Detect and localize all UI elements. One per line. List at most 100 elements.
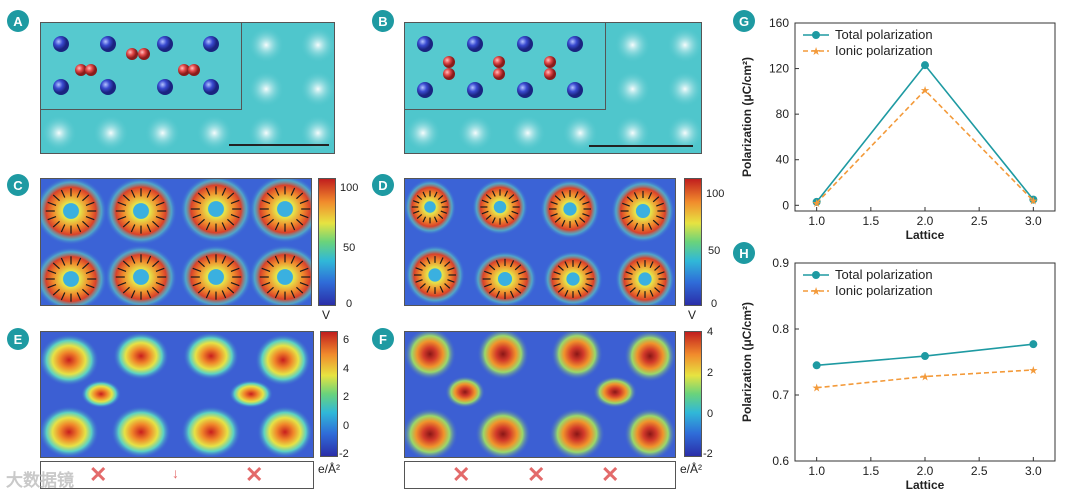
polarization-needle <box>508 214 515 220</box>
scale-bar-b <box>589 145 693 147</box>
polarization-needle <box>274 222 280 231</box>
polarization-needle <box>504 190 509 197</box>
stm-spot <box>300 27 334 63</box>
x-tick-label: 1.0 <box>808 464 825 478</box>
polarization-needle <box>485 214 492 220</box>
panel-label-f: F <box>372 328 394 350</box>
polarization-needle <box>117 282 127 287</box>
colorbar-d <box>684 178 702 306</box>
polarization-needle <box>152 286 160 294</box>
x-tick-label: 2.0 <box>917 214 934 228</box>
panel-label-b: B <box>372 10 394 32</box>
polarization-needle <box>221 255 227 264</box>
legend-marker <box>812 31 820 39</box>
polarization-needle <box>491 217 496 224</box>
legend-marker <box>812 271 820 279</box>
panel-label-h: H <box>733 242 755 264</box>
polarization-needle <box>130 290 136 299</box>
y-tick-label: 0.8 <box>772 322 789 336</box>
y-tick-label: 40 <box>776 153 790 167</box>
polarization-needle <box>47 269 57 274</box>
polarization-needle <box>518 270 526 275</box>
stm-spot <box>614 71 651 107</box>
polarization-needle <box>76 189 82 198</box>
polarization-needle <box>481 199 489 204</box>
polarization-needle <box>484 270 492 275</box>
stm-spot <box>300 115 334 151</box>
polarization-needle <box>146 290 152 299</box>
vortex-core <box>566 272 580 286</box>
polarization-needle <box>85 201 95 206</box>
polarization-needle <box>47 201 57 206</box>
x-tick-label: 2.0 <box>917 464 934 478</box>
polarization-needle <box>299 267 309 272</box>
polarization-needle <box>197 218 205 226</box>
polarization-needle <box>197 286 205 294</box>
polarization-needle <box>146 224 152 233</box>
polarization-needle <box>290 187 296 196</box>
polarization-needle <box>227 286 235 294</box>
polarization-needle <box>557 287 564 293</box>
y-tick-label: 0 <box>782 198 789 212</box>
polarization-needle <box>622 215 630 220</box>
polarization-needle <box>82 194 90 202</box>
chart-g: 1.0 1.5 2.0 2.5 3.0 0 40 80 120 160 Lattice Polariz… <box>740 16 1056 242</box>
polarization-needle <box>488 264 496 271</box>
polarization-needle <box>290 222 296 231</box>
legend-label: Ionic polarization <box>835 283 933 298</box>
polarization-vectors <box>45 186 311 302</box>
y-axis-label: Polarization (μC/cm²) <box>740 302 754 422</box>
colorbar-d-tick-100: 100 <box>706 188 725 200</box>
polarization-needle <box>657 283 665 287</box>
polarization-needle <box>122 220 130 228</box>
colorbar-c-tick-50: 50 <box>343 242 356 254</box>
panel-label-c: C <box>7 174 29 196</box>
polarization-needle <box>574 219 579 227</box>
polarization-needle <box>439 257 444 265</box>
polarization-needle <box>117 201 127 206</box>
atom-model-inset-a <box>41 23 242 110</box>
data-point: ★ <box>812 383 822 395</box>
polarization-needle <box>419 283 426 289</box>
colorbar-c-unit: V <box>322 308 331 322</box>
polarization-vectors <box>411 189 666 300</box>
polarization-needle <box>553 283 561 287</box>
atom-model-a <box>53 36 219 95</box>
x-tick-label: 2.5 <box>971 464 988 478</box>
stm-spot <box>509 115 546 151</box>
polarization-needle <box>155 216 165 221</box>
heatmap-blob <box>111 406 171 457</box>
panel-label-a: A <box>7 10 29 32</box>
stm-spot <box>562 115 599 151</box>
polarization-needle <box>274 187 280 196</box>
heatmap-blob <box>41 334 99 386</box>
heatmap-blob <box>624 408 675 457</box>
heatmap-blob <box>113 332 169 380</box>
data-point <box>812 361 821 370</box>
heatmap-blob <box>255 334 311 386</box>
polarization-needle <box>47 216 57 221</box>
x-tick-label: 3.0 <box>1025 464 1042 478</box>
polarization-needle <box>52 262 60 270</box>
polarization-needle <box>261 214 271 219</box>
polarization-needle <box>296 260 304 268</box>
cross-marker-icon: ✕ <box>601 462 620 487</box>
polarization-needle <box>629 265 636 271</box>
polarization-needle <box>481 210 489 215</box>
polarization-needle <box>227 192 235 200</box>
colorbar-d-tick-0: 0 <box>711 298 718 310</box>
polarization-needle <box>647 222 653 230</box>
polarization-needle <box>76 292 82 301</box>
stm-spot <box>614 27 651 63</box>
polarization-needle <box>82 262 90 270</box>
heatmap-blob <box>551 332 603 380</box>
blue-atoms-b <box>417 36 583 98</box>
polarization-needle <box>444 283 451 289</box>
vortex-core <box>208 269 224 285</box>
x-tick-label: 3.0 <box>1025 214 1042 228</box>
polarization-needle <box>579 195 586 201</box>
polarization-needle <box>227 260 235 268</box>
polarization-needle <box>122 286 130 294</box>
polarization-needle <box>415 279 423 283</box>
polarization-needle <box>261 267 271 272</box>
